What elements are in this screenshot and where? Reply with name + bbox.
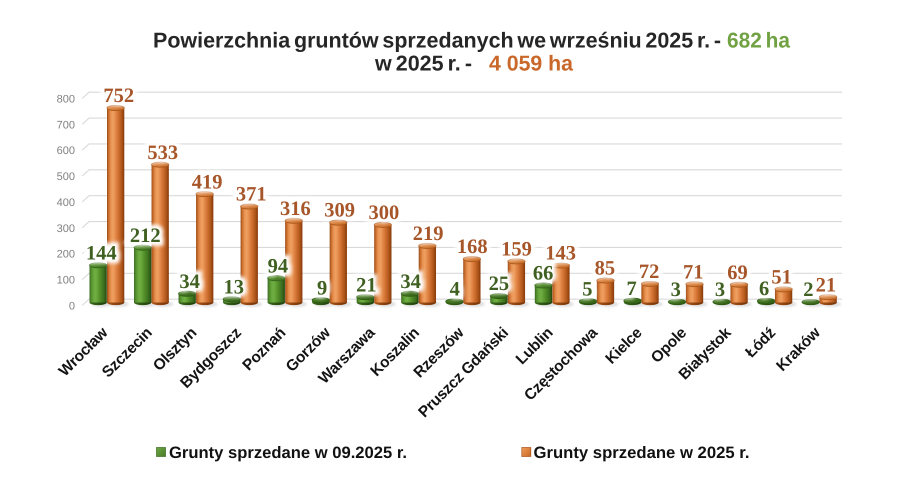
svg-text:85: 85 bbox=[595, 258, 616, 280]
svg-text:300: 300 bbox=[369, 202, 400, 224]
svg-text:13: 13 bbox=[224, 276, 245, 298]
svg-text:6: 6 bbox=[759, 278, 769, 300]
svg-text:212: 212 bbox=[130, 225, 161, 247]
svg-text:5: 5 bbox=[582, 278, 592, 300]
svg-text:4: 4 bbox=[450, 279, 460, 301]
svg-text:4 059 ha: 4 059 ha bbox=[489, 52, 574, 76]
svg-text:300: 300 bbox=[369, 202, 400, 224]
svg-text:94: 94 bbox=[268, 255, 289, 277]
svg-text:143: 143 bbox=[545, 243, 576, 265]
svg-text:316: 316 bbox=[280, 198, 311, 220]
svg-text:51: 51 bbox=[771, 267, 792, 289]
svg-text:21: 21 bbox=[816, 274, 837, 296]
svg-text:219: 219 bbox=[413, 223, 444, 245]
svg-text:159: 159 bbox=[501, 239, 532, 261]
svg-text:66: 66 bbox=[533, 263, 554, 285]
svg-text:Grunty sprzedane w 09.2025 r.: Grunty sprzedane w 09.2025 r. bbox=[169, 444, 407, 462]
svg-text:6: 6 bbox=[759, 278, 769, 300]
svg-text:71: 71 bbox=[683, 261, 704, 283]
svg-text:371: 371 bbox=[236, 184, 267, 206]
svg-text:682 ha: 682 ha bbox=[727, 29, 791, 53]
svg-text:w 2025 r. -: w 2025 r. - bbox=[374, 52, 472, 76]
svg-text:34: 34 bbox=[179, 271, 200, 293]
svg-text:168: 168 bbox=[457, 236, 488, 258]
svg-text:4: 4 bbox=[450, 279, 460, 301]
svg-text:Powierzchnia gruntów sprzedany: Powierzchnia gruntów sprzedanych we wrze… bbox=[153, 29, 721, 53]
svg-text:533: 533 bbox=[147, 142, 178, 164]
svg-text:3: 3 bbox=[671, 279, 681, 301]
svg-text:800: 800 bbox=[57, 93, 75, 105]
svg-text:Grunty sprzedane w 2025 r.: Grunty sprzedane w 2025 r. bbox=[534, 444, 750, 462]
svg-text:419: 419 bbox=[192, 171, 223, 193]
svg-text:5: 5 bbox=[582, 278, 592, 300]
svg-text:94: 94 bbox=[268, 255, 289, 277]
svg-text:9: 9 bbox=[317, 277, 327, 299]
svg-text:34: 34 bbox=[400, 271, 421, 293]
svg-text:400: 400 bbox=[57, 197, 75, 209]
svg-text:25: 25 bbox=[489, 273, 510, 295]
svg-text:143: 143 bbox=[545, 243, 576, 265]
svg-text:3: 3 bbox=[715, 279, 725, 301]
svg-text:34: 34 bbox=[179, 271, 200, 293]
svg-text:200: 200 bbox=[57, 249, 75, 261]
svg-text:419: 419 bbox=[192, 171, 223, 193]
svg-text:309: 309 bbox=[324, 200, 355, 222]
svg-text:72: 72 bbox=[639, 261, 660, 283]
svg-text:7: 7 bbox=[626, 278, 636, 300]
svg-text:533: 533 bbox=[147, 142, 178, 164]
svg-text:66: 66 bbox=[533, 263, 554, 285]
svg-text:51: 51 bbox=[771, 267, 792, 289]
svg-text:13: 13 bbox=[224, 276, 245, 298]
svg-text:34: 34 bbox=[400, 271, 421, 293]
svg-text:144: 144 bbox=[86, 242, 117, 264]
svg-text:212: 212 bbox=[130, 225, 161, 247]
svg-text:168: 168 bbox=[457, 236, 488, 258]
svg-text:2: 2 bbox=[803, 279, 813, 301]
svg-text:69: 69 bbox=[727, 262, 748, 284]
svg-text:72: 72 bbox=[639, 261, 660, 283]
svg-text:25: 25 bbox=[489, 273, 510, 295]
svg-text:309: 309 bbox=[324, 200, 355, 222]
svg-text:316: 316 bbox=[280, 198, 311, 220]
svg-text:3: 3 bbox=[715, 279, 725, 301]
svg-text:69: 69 bbox=[727, 262, 748, 284]
svg-text:752: 752 bbox=[103, 85, 134, 107]
svg-text:85: 85 bbox=[595, 258, 616, 280]
svg-text:2: 2 bbox=[803, 279, 813, 301]
svg-text:3: 3 bbox=[671, 279, 681, 301]
svg-text:71: 71 bbox=[683, 261, 704, 283]
svg-text:9: 9 bbox=[317, 277, 327, 299]
svg-text:21: 21 bbox=[816, 274, 837, 296]
svg-text:144: 144 bbox=[86, 242, 117, 264]
svg-text:500: 500 bbox=[57, 171, 75, 183]
svg-text:752: 752 bbox=[103, 85, 134, 107]
svg-text:7: 7 bbox=[626, 278, 636, 300]
svg-text:0: 0 bbox=[69, 300, 75, 312]
svg-text:159: 159 bbox=[501, 239, 532, 261]
svg-text:21: 21 bbox=[356, 274, 377, 296]
svg-text:700: 700 bbox=[57, 119, 75, 131]
svg-text:100: 100 bbox=[57, 275, 75, 287]
svg-text:600: 600 bbox=[57, 145, 75, 157]
svg-text:371: 371 bbox=[236, 184, 267, 206]
svg-text:21: 21 bbox=[356, 274, 377, 296]
svg-text:219: 219 bbox=[413, 223, 444, 245]
svg-text:300: 300 bbox=[57, 223, 75, 235]
